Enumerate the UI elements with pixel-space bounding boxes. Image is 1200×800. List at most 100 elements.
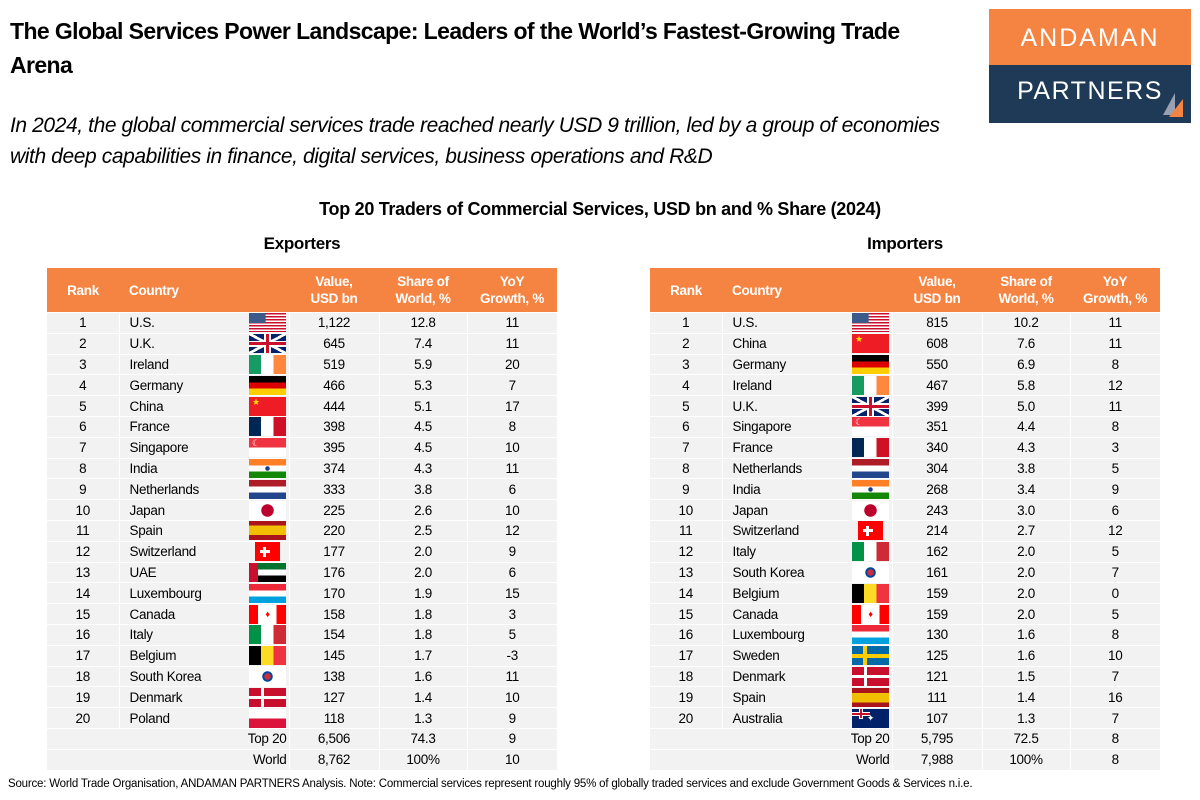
table-row: 15 Canada ♦ 159 2.0 5 [650,603,1160,625]
table-row: 11 Switzerland 214 2.7 12 [650,519,1160,542]
share-cell: 1.8 [379,623,468,646]
flag-us-icon [249,313,286,333]
country-cell: U.S. [119,312,249,334]
table-row: 12 Switzerland 177 2.0 9 [47,540,557,563]
rank-cell: 6 [47,415,120,438]
table-row: 7 France 340 4.3 3 [650,436,1160,459]
table-row: 9 Netherlands 333 3.8 6 [47,478,557,500]
rank-cell: 4 [47,374,120,396]
value-cell: 333 [289,478,380,500]
rank-cell: 12 [650,540,723,563]
flag-kr-icon [249,666,286,686]
yoy-cell: 8 [1070,727,1160,750]
rank-cell: 14 [47,582,120,604]
flag-us-icon [852,313,889,333]
rank-cell: 14 [650,582,723,604]
col-header-yoy: YoY Growth, % [1070,268,1160,313]
table-row: 14 Luxembourg 170 1.9 15 [47,582,557,604]
flag-cell [249,478,290,500]
flag-ca-icon: ♦ [249,604,286,624]
flag-au-icon: ✦ [852,708,889,728]
value-cell: 6,506 [289,727,380,750]
country-cell: Switzerland [119,540,249,563]
table-row: 8 Netherlands 304 3.8 5 [650,457,1160,479]
yoy-cell: 8 [467,415,557,438]
flag-cell [249,644,290,667]
table-row: 13 South Korea 161 2.0 7 [650,561,1160,583]
country-cell: China [119,395,249,417]
value-cell: 159 [892,603,983,625]
share-cell: 2.7 [982,519,1071,542]
value-cell: 177 [289,540,380,563]
flag-sg-icon: ☾ [249,438,286,458]
share-cell: 2.0 [982,540,1071,563]
value-cell: 466 [289,374,380,396]
flag-cell [852,312,893,334]
yoy-cell: 3 [467,603,557,625]
rank-cell: 1 [47,312,120,334]
yoy-cell: 8 [1070,623,1160,646]
flag-it-icon [249,625,286,645]
country-cell: Singapore [722,415,852,438]
country-cell: Switzerland [722,519,852,542]
value-cell: 340 [892,436,983,459]
country-cell: Italy [722,540,852,563]
flag-cell [249,332,290,355]
yoy-cell: 12 [467,519,557,542]
rank-cell: 15 [47,603,120,625]
share-cell: 3.4 [982,478,1071,500]
country-cell: UAE [119,561,249,583]
country-cell: Ireland [119,353,249,375]
share-cell: 74.3 [379,727,468,750]
table-row: 19 Spain 111 1.4 16 [650,686,1160,708]
table-row: 5 U.K. 399 5.0 11 [650,395,1160,417]
flag-pl-icon [249,708,286,728]
country-cell: Italy [119,623,249,646]
value-cell: 519 [289,353,380,375]
share-cell: 4.5 [379,436,468,459]
share-cell: 7.4 [379,332,468,355]
country-cell: Canada [722,603,852,625]
value-cell: 220 [289,519,380,542]
share-cell: 2.0 [982,603,1071,625]
table-row: 4 Germany 466 5.3 7 [47,374,557,396]
flag-cell [852,353,893,375]
col-header-country: Country [119,268,289,313]
table-row: 13 UAE 176 2.0 6 [47,561,557,583]
flag-cell: ♦ [852,603,893,625]
yoy-cell: 9 [467,727,557,750]
country-cell: Japan [119,499,249,521]
value-cell: 154 [289,623,380,646]
flag-fr-icon [852,438,889,458]
rank-cell: 16 [650,623,723,646]
rank-cell: 13 [650,561,723,583]
yoy-cell: 10 [467,748,557,770]
share-cell: 4.3 [982,436,1071,459]
share-cell: 3.8 [982,457,1071,479]
table-row: 8 India 374 4.3 11 [47,457,557,479]
col-header-share: Share of World, % [982,268,1070,313]
importers-table: Rank Country Value, USD bn Share of World, % Y… [650,268,1160,770]
country-cell: U.K. [119,332,249,355]
summary-label: Top 20 [650,727,893,750]
share-cell: 1.8 [379,603,468,625]
yoy-cell: 11 [467,457,557,479]
country-cell: Germany [119,374,249,396]
share-cell: 100% [982,748,1071,770]
share-cell: 1.4 [982,686,1071,708]
table-row: 1 U.S. 1,122 12.8 11 [47,312,557,334]
table-row: 11 Spain 220 2.5 12 [47,519,557,542]
flag-cell: ★ [249,395,290,417]
flag-in-icon [852,479,889,499]
value-cell: 398 [289,415,380,438]
rank-cell: 11 [47,519,120,542]
rank-cell: 15 [650,603,723,625]
yoy-cell: 10 [1070,644,1160,667]
share-cell: 6.9 [982,353,1071,375]
value-cell: 121 [892,665,983,687]
yoy-cell: 6 [467,561,557,583]
share-cell: 3.0 [982,499,1071,521]
value-cell: 444 [289,395,380,417]
country-cell: Singapore [119,436,249,459]
yoy-cell: 11 [467,332,557,355]
